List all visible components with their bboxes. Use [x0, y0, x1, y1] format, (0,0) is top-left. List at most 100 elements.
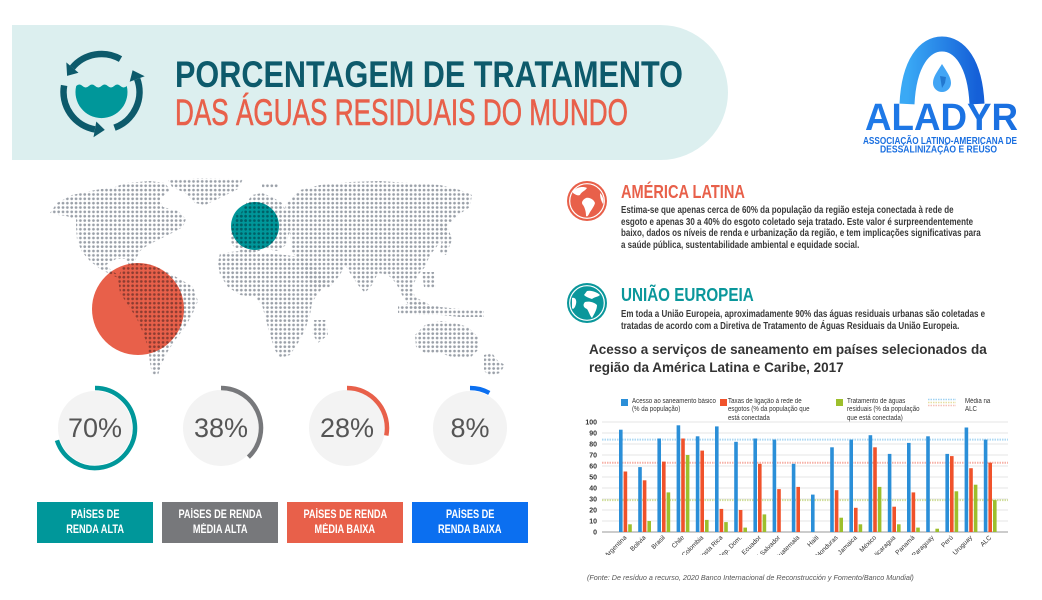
donut-value: 8%	[450, 413, 490, 443]
indonesia	[398, 303, 484, 317]
donut-low-income: 8%	[425, 383, 515, 473]
donut-chart	[183, 385, 264, 466]
bar	[892, 506, 896, 532]
x-tick-label: ALC	[979, 534, 993, 548]
bar	[619, 429, 623, 532]
bar	[743, 527, 747, 532]
bar	[647, 521, 651, 532]
globe-americas-icon	[567, 181, 607, 221]
south-america	[118, 263, 198, 375]
donut-background	[309, 390, 385, 466]
income-label-upper-middle: PAÍSES DE RENDA MÉDIA ALTA	[162, 502, 278, 543]
bar	[666, 492, 671, 532]
legend-average-lines-icon	[928, 398, 956, 407]
bar	[983, 439, 988, 532]
bar	[849, 439, 853, 532]
bar	[964, 427, 969, 532]
bar	[877, 486, 882, 532]
donut-progress-arc	[54, 385, 138, 471]
bar	[926, 436, 930, 532]
legend-swatch-sewer-connection	[719, 399, 727, 406]
bar	[685, 455, 690, 532]
y-tick-label: 100	[585, 419, 597, 426]
globe-europe-africa-icon	[567, 283, 607, 323]
bar	[657, 438, 661, 532]
bar	[935, 528, 939, 532]
x-tick-label: Haiti	[806, 534, 820, 548]
donut-progress-arc	[220, 385, 264, 459]
donut-lower-middle-income: 28%	[302, 383, 392, 473]
bar	[858, 524, 863, 532]
bar	[695, 436, 700, 532]
donut-value: 70%	[67, 413, 123, 443]
text-line: esgoto e apenas 30 a 40% do esgoto colet…	[621, 216, 974, 228]
bar	[777, 489, 781, 532]
legend-swatch-sanitation	[620, 399, 628, 406]
income-label-line: PAÍSES DE	[445, 509, 495, 521]
water-bowl	[75, 84, 128, 119]
bar	[868, 435, 873, 532]
chart-source: (Fonte: De resíduo a recurso, 2020 Banco…	[587, 573, 914, 582]
section-text-european-union: Em toda a União Europeia, aproximadament…	[621, 309, 985, 332]
bar	[796, 486, 800, 532]
donut-high-income: 70%	[50, 383, 140, 473]
bar	[791, 463, 796, 532]
y-tick-label: 70	[589, 452, 597, 459]
page-title-line2: DAS ÁGUAS RESIDUAIS DO MUNDO	[175, 92, 628, 133]
x-tick-label: Argentina	[604, 534, 629, 555]
y-tick-label: 40	[589, 485, 597, 492]
bar	[907, 442, 911, 532]
philippines	[422, 272, 436, 289]
income-label-line: PAÍSES DE RENDA	[178, 509, 262, 521]
donut-progress-arc	[469, 385, 491, 395]
bar	[738, 510, 743, 532]
donut-background	[58, 391, 132, 465]
bar	[954, 491, 959, 532]
y-tick-label: 80	[589, 441, 597, 448]
bar	[681, 438, 685, 532]
x-tick-label: Brasil	[650, 534, 667, 551]
bar	[839, 517, 843, 532]
british-isles	[236, 213, 247, 229]
bar	[834, 490, 839, 532]
text-line: tratadas de acordo com a Diretiva de Tra…	[621, 320, 960, 332]
x-tick-label: Paraguay	[911, 534, 936, 555]
bar	[676, 425, 681, 532]
y-tick-label: 60	[589, 463, 597, 470]
text-line: Em toda a União Europeia, aproximadament…	[621, 309, 986, 320]
income-label-line: PAÍSES DE RENDA	[303, 509, 387, 521]
water-recycle-icon	[60, 50, 145, 138]
income-label-line: RENDA BAIXA	[438, 523, 502, 536]
iceland	[262, 183, 278, 188]
bar	[945, 453, 949, 532]
legend-label-wastewater-treatment: Tratamento de águas residuais (% da popu…	[846, 397, 920, 422]
section-title-european-union: UNIÃO EUROPEIA	[621, 285, 754, 305]
bar	[758, 463, 762, 532]
madagascar	[312, 320, 328, 343]
logo-arch-icon	[899, 36, 985, 105]
section-text-latin-america: Estima-se que apenas cerca de 60% da pop…	[621, 205, 981, 252]
bar	[916, 527, 920, 532]
x-tick-label: Perú	[940, 534, 955, 549]
x-tick-label: Jamaica	[837, 534, 859, 555]
bar	[705, 519, 709, 532]
japan	[438, 223, 452, 255]
legend-label-average: Média na ALC	[965, 397, 991, 414]
text-line: baixo, dados os níveis de renda e urbani…	[621, 228, 981, 240]
bar	[897, 524, 901, 532]
header-graphics: PORCENTAGEM DE TRATAMENTO DAS ÁGUAS RESI…	[60, 50, 683, 138]
legend-label-sewer-connection: Taxas de ligação à rede de esgotos (% da…	[728, 397, 810, 422]
bar	[719, 508, 724, 532]
bar	[811, 494, 815, 532]
bar	[969, 468, 973, 532]
text-line: Estima-se que apenas cerca de 60% da pop…	[621, 205, 954, 216]
title-banner	[12, 25, 728, 160]
asia	[285, 181, 472, 315]
bar	[830, 447, 834, 532]
text-line: a saúde pública, sustentabilidade ambien…	[621, 240, 860, 252]
arrowheads	[66, 62, 145, 138]
chart-plot: 0 10 20 30 40 50 60 70 80 90 100 Argentina Bolivia Br…	[585, 419, 1008, 555]
bar	[762, 514, 767, 532]
australia	[415, 321, 478, 358]
donut-value: 28%	[319, 413, 375, 443]
